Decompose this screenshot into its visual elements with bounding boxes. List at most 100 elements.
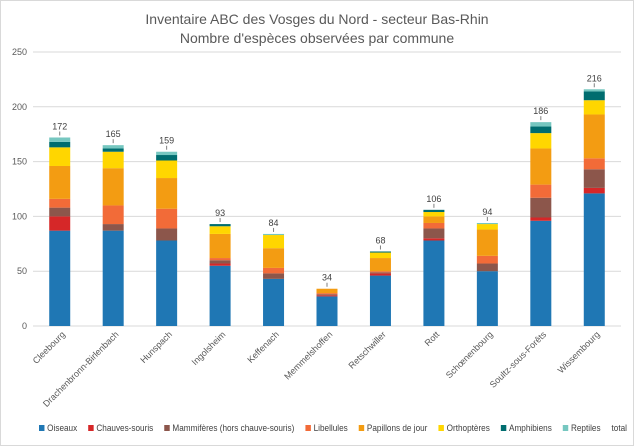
bar-segment: [156, 151, 178, 156]
bar-segment: [369, 251, 391, 253]
bar-segment: [369, 252, 391, 259]
bar-segment: [423, 216, 445, 223]
bar-segment: [583, 100, 605, 115]
total-label: 216: [587, 73, 602, 83]
bar-segment: [209, 260, 231, 264]
y-axis-tick-labels: 0 50 100 150 200 250: [12, 47, 27, 331]
bar-segment: [369, 275, 391, 326]
total-label: 159: [159, 136, 174, 146]
y-tick-label: 50: [17, 266, 27, 276]
x-category-label: Rott: [423, 329, 442, 348]
bar-segment: [209, 263, 231, 266]
bar-stack: [476, 222, 498, 326]
bar-segment: [49, 137, 71, 142]
bar-segment: [530, 217, 552, 221]
legend-label: Chauves-souris: [96, 423, 153, 433]
bar-segment: [49, 216, 71, 231]
bar-stack: [263, 233, 285, 326]
x-category-label: Retschwiller: [346, 329, 387, 370]
bars: [49, 89, 605, 326]
bar-segment: [102, 148, 124, 152]
y-tick-label: 250: [12, 47, 27, 57]
bar-segment: [423, 222, 445, 229]
x-category-label: Keffenach: [245, 329, 281, 365]
bar-segment: [263, 273, 285, 279]
legend-item: total: [612, 423, 628, 433]
bar-segment: [423, 228, 445, 239]
bar-stack: [102, 145, 124, 326]
bar-segment: [583, 187, 605, 194]
bar-segment: [209, 258, 231, 261]
total-label: 106: [426, 194, 441, 204]
bar-segment: [49, 165, 71, 199]
bar-segment: [530, 122, 552, 127]
legend-label: Amphibiens: [509, 423, 552, 433]
legend-item: Papillons de jour: [358, 423, 428, 433]
total-label: 93: [215, 208, 225, 218]
legend-item: Oiseaux: [39, 423, 78, 433]
bar-segment: [263, 278, 285, 326]
legend-swatch: [438, 425, 444, 431]
total-label: 34: [322, 273, 332, 283]
legend-label: Papillons de jour: [367, 423, 428, 433]
legend-swatch: [562, 425, 569, 431]
x-category-label: Ingolsheim: [190, 329, 228, 367]
x-category-label: Hunspach: [138, 329, 174, 365]
bar-segment: [316, 294, 338, 296]
bar-segment: [263, 235, 285, 249]
bar-segment: [476, 222, 498, 225]
total-label: 94: [482, 207, 492, 217]
bar-segment: [530, 126, 552, 134]
legend-label: Mammifères (hors chauve-souris): [172, 423, 294, 433]
bar-segment: [102, 224, 124, 231]
bar-segment: [530, 197, 552, 218]
bar-segment: [530, 133, 552, 149]
bar-segment: [583, 193, 605, 326]
legend: Oiseaux Chauves-souris Mammifères (hors ch…: [39, 423, 627, 433]
bar-segment: [49, 230, 71, 326]
bar-segment: [156, 228, 178, 241]
bar-stack: [423, 209, 445, 326]
bar-segment: [423, 238, 445, 241]
bar-segment: [530, 184, 552, 198]
bar-segment: [209, 224, 231, 227]
bar-segment: [369, 258, 391, 272]
bar-stack: [316, 288, 338, 326]
bar-segment: [530, 220, 552, 326]
bar-segment: [156, 160, 178, 179]
gridlines: [33, 51, 621, 327]
bar-segment: [583, 91, 605, 101]
legend-label: Oiseaux: [47, 423, 78, 433]
bar-segment: [476, 255, 498, 264]
bar-segment: [316, 295, 338, 297]
x-category-label: Wissembourg: [556, 329, 602, 375]
y-tick-label: 200: [12, 102, 27, 112]
bar-segment: [476, 229, 498, 256]
bar-segment: [102, 151, 124, 169]
bar-segment: [423, 240, 445, 326]
bar-segment: [316, 288, 338, 294]
bar-segment: [102, 168, 124, 206]
bar-segment: [316, 293, 338, 295]
bar-segment: [156, 155, 178, 161]
bar-segment: [423, 212, 445, 217]
bar-segment: [316, 296, 338, 326]
bar-segment: [49, 207, 71, 217]
y-tick-label: 100: [12, 211, 27, 221]
bar-stack: [530, 122, 552, 326]
bar-segment: [102, 205, 124, 225]
bar-segment: [583, 114, 605, 159]
x-category-label: Memmelshoffen: [282, 329, 334, 381]
bar-segment: [263, 233, 285, 236]
legend-swatch: [39, 425, 45, 431]
bar-segment: [156, 240, 178, 326]
bar-segment: [156, 208, 178, 229]
bar-segment: [369, 271, 391, 273]
x-category-label: Soultz-sous-Forêts: [488, 329, 549, 390]
chart-title-line-2: Nombre d'espèces observées par commune: [180, 30, 454, 46]
y-tick-label: 0: [22, 321, 27, 331]
legend-item: Mammifères (hors chauve-souris): [164, 423, 294, 433]
